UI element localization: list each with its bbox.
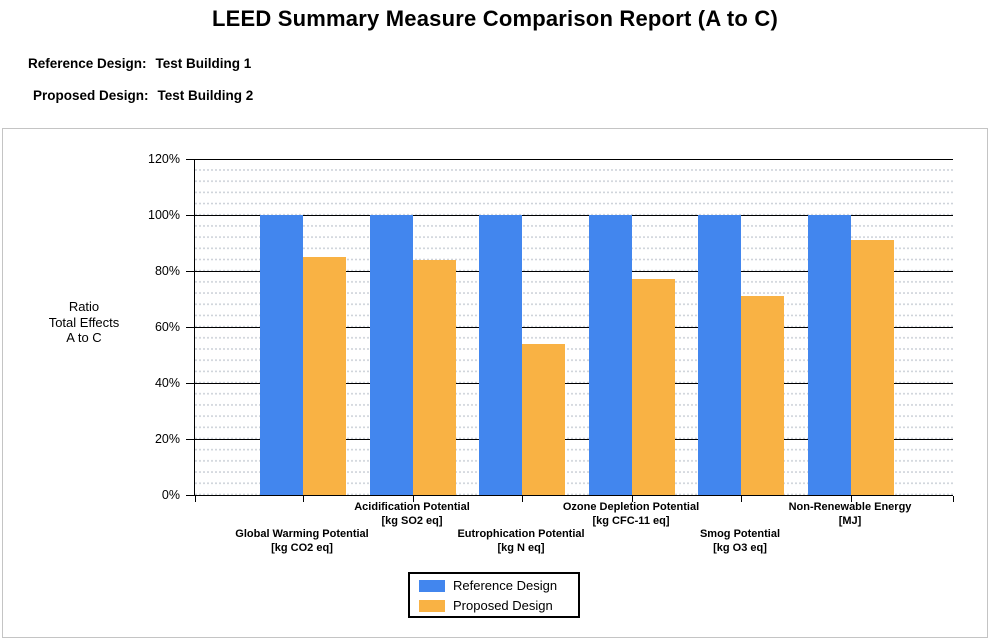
category-name: Global Warming Potential [235, 528, 369, 540]
bar-reference-design-global-warming-potential [260, 215, 303, 495]
x-axis-tick [522, 496, 523, 502]
category-unit: [MJ] [838, 514, 862, 527]
reference-design-value: Test Building 1 [155, 56, 252, 71]
x-axis-end-tick [953, 496, 954, 502]
x-axis-tick [413, 496, 414, 502]
legend: Reference Design Proposed Design [408, 572, 580, 618]
y-axis-tick [186, 327, 194, 328]
x-axis-tick [851, 496, 852, 502]
category-unit: [kg N eq] [497, 541, 545, 554]
proposed-design-label: Proposed Design: [33, 88, 149, 103]
category-name: Non-Renewable Energy [788, 501, 912, 513]
y-axis-tick-label: 0% [161, 488, 180, 502]
category-label-eutrophication-potential: Eutrophication Potential [kg N eq] [426, 528, 616, 555]
category-label-non-renewable-energy: Non-Renewable Energy [MJ] [755, 501, 945, 528]
category-label-ozone-depletion-potential: Ozone Depletion Potential [kg CFC-11 eq] [536, 501, 726, 528]
y-axis-tick-label: 120% [148, 152, 180, 166]
category-unit: [kg CO2 eq] [271, 541, 333, 554]
y-axis-tick [186, 495, 194, 496]
plot-area [194, 159, 954, 502]
category-label-global-warming-potential: Global Warming Potential [kg CO2 eq] [207, 528, 397, 555]
y-axis-tick [186, 159, 194, 160]
bar-reference-design-eutrophication-potential [479, 215, 522, 495]
proposed-design-row: Proposed Design: Test Building 2 [33, 88, 253, 103]
y-axis-tick [186, 215, 194, 216]
bar-reference-design-acidification-potential [370, 215, 413, 495]
reference-design-label: Reference Design: [28, 56, 147, 71]
category-unit: [kg CFC-11 eq] [592, 514, 670, 527]
y-axis-tick-label: 40% [154, 376, 180, 390]
bar-reference-design-smog-potential [698, 215, 741, 495]
category-unit: [kg SO2 eq] [381, 514, 443, 527]
category-label-acidification-potential: Acidification Potential [kg SO2 eq] [317, 501, 507, 528]
bar-proposed-design-smog-potential [741, 296, 784, 495]
chart-container: Ratio Total Effects A to C Reference Des… [2, 128, 988, 638]
y-axis-tick [186, 383, 194, 384]
x-axis-tick [741, 496, 742, 502]
page-title: LEED Summary Measure Comparison Report (… [211, 6, 778, 31]
proposed-design-value: Test Building 2 [157, 88, 254, 103]
bar-proposed-design-global-warming-potential [303, 257, 346, 495]
category-name: Ozone Depletion Potential [562, 501, 700, 513]
category-label-smog-potential: Smog Potential [kg O3 eq] [645, 528, 835, 555]
bar-proposed-design-non-renewable-energy [851, 240, 894, 495]
bar-proposed-design-ozone-depletion-potential [632, 279, 675, 495]
x-axis-end-tick [195, 496, 196, 502]
x-axis-tick [303, 496, 304, 502]
reference-design-row: Reference Design: Test Building 1 [28, 56, 251, 71]
category-unit: [kg O3 eq] [713, 541, 767, 554]
y-axis-caption: Ratio Total Effects A to C [48, 299, 120, 345]
bar-proposed-design-eutrophication-potential [522, 344, 565, 495]
y-axis-tick-label: 60% [154, 320, 180, 334]
bar-reference-design-ozone-depletion-potential [589, 215, 632, 495]
legend-row-reference: Reference Design [419, 577, 578, 594]
legend-row-proposed: Proposed Design [419, 597, 578, 614]
category-name: Smog Potential [699, 528, 781, 540]
reference-design-swatch [419, 579, 445, 592]
category-name: Eutrophication Potential [457, 528, 585, 540]
bar-reference-design-non-renewable-energy [808, 215, 851, 495]
bar-proposed-design-acidification-potential [413, 260, 456, 495]
legend-label-proposed: Proposed Design [453, 598, 553, 613]
y-axis-tick-label: 100% [148, 208, 180, 222]
y-axis-tick [186, 271, 194, 272]
y-axis-tick-label: 20% [154, 432, 180, 446]
x-axis-tick [632, 496, 633, 502]
legend-label-reference: Reference Design [453, 578, 558, 593]
category-name: Acidification Potential [354, 501, 470, 513]
proposed-design-swatch [419, 599, 445, 612]
y-axis-tick [186, 439, 194, 440]
y-axis-tick-label: 80% [154, 264, 180, 278]
